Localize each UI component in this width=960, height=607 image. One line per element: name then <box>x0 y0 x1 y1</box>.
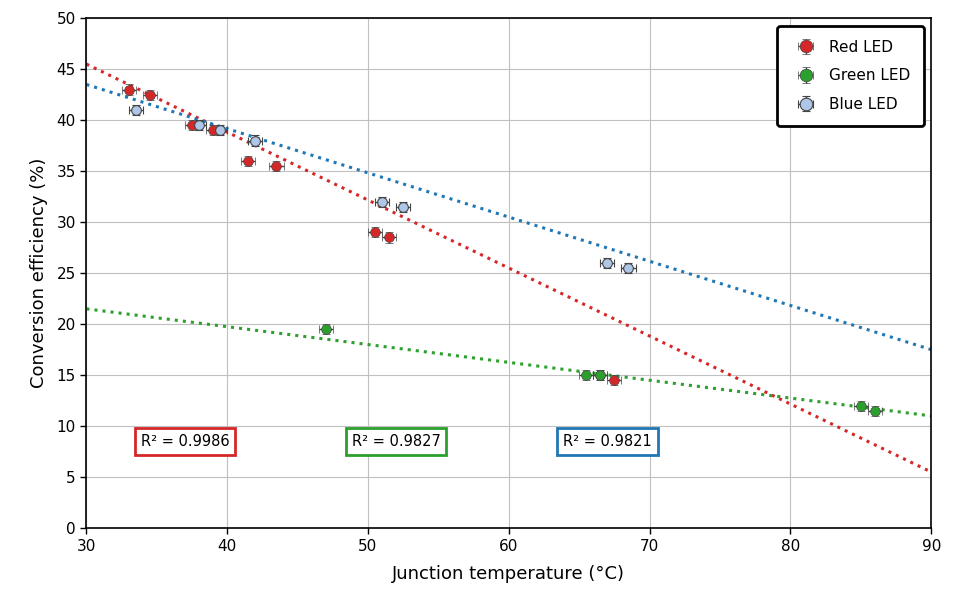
Y-axis label: Conversion efficiency (%): Conversion efficiency (%) <box>31 158 48 388</box>
Legend: Red LED, Green LED, Blue LED: Red LED, Green LED, Blue LED <box>777 26 924 126</box>
Text: R² = 0.9986: R² = 0.9986 <box>141 434 229 449</box>
Text: R² = 0.9827: R² = 0.9827 <box>351 434 441 449</box>
Text: R² = 0.9821: R² = 0.9821 <box>563 434 652 449</box>
X-axis label: Junction temperature (°C): Junction temperature (°C) <box>393 565 625 583</box>
